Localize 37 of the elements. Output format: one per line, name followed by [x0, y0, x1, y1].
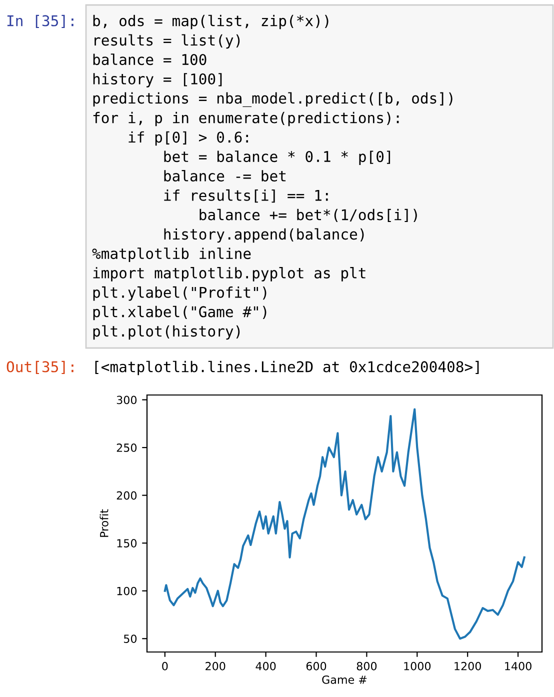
y-tick-label: 300	[116, 396, 137, 404]
text: import matplotlib.pyplot as plt	[93, 267, 366, 282]
text: balance = 100	[93, 54, 206, 66]
text: plt.plot(history)	[93, 325, 240, 340]
text: plt.xlabel("Game #")	[93, 306, 266, 320]
text: history = [100]	[93, 73, 222, 88]
y-tick-label: 50	[124, 634, 137, 644]
y-tick-label: 200	[116, 491, 137, 500]
x-axis-title: Game #	[322, 675, 367, 684]
y-tick-label: 150	[117, 539, 137, 548]
x-tick-label: 600	[306, 662, 326, 670]
text: history.append(balance)	[164, 228, 364, 243]
y-tick-label: 250	[116, 444, 137, 452]
text: if p[0] > 0.6:	[128, 131, 248, 146]
text: plt.ylabel("Profit")	[93, 286, 266, 301]
text: if results[i] == 1:	[164, 189, 328, 203]
y-axis-title: Profit	[100, 509, 108, 537]
y-tick-label: 100	[117, 586, 137, 596]
line-series	[164, 408, 526, 640]
text: %matplotlib inline	[92, 248, 251, 262]
x-tick-label: 1000	[404, 662, 431, 670]
text: for i, p in enumerate(predictions):	[93, 112, 399, 126]
x-tick-label: 200	[206, 662, 226, 670]
text: In [35]:	[7, 14, 74, 28]
text: [<matplotlib.lines.Line2D at 0x1cdce200408>]	[95, 360, 479, 376]
text: results = list(y)	[94, 34, 240, 49]
x-tick-label: 400	[256, 662, 276, 670]
x-tick-label: 1200	[454, 662, 481, 670]
text: Out[35]:	[6, 360, 74, 374]
text: b, ods = map(list, zip(*x))	[93, 14, 328, 30]
text: balance += bet*(1/ods[i])	[200, 208, 417, 222]
x-tick-label: 800	[356, 662, 377, 670]
x-tick-label: 1400	[505, 662, 532, 670]
text: predictions = nba_model.predict([b, ods])	[93, 92, 452, 107]
text: bet = balance * 0.1 * p[0]	[164, 150, 390, 165]
text: balance -= bet	[164, 170, 286, 182]
x-tick-label: 0	[162, 662, 168, 670]
